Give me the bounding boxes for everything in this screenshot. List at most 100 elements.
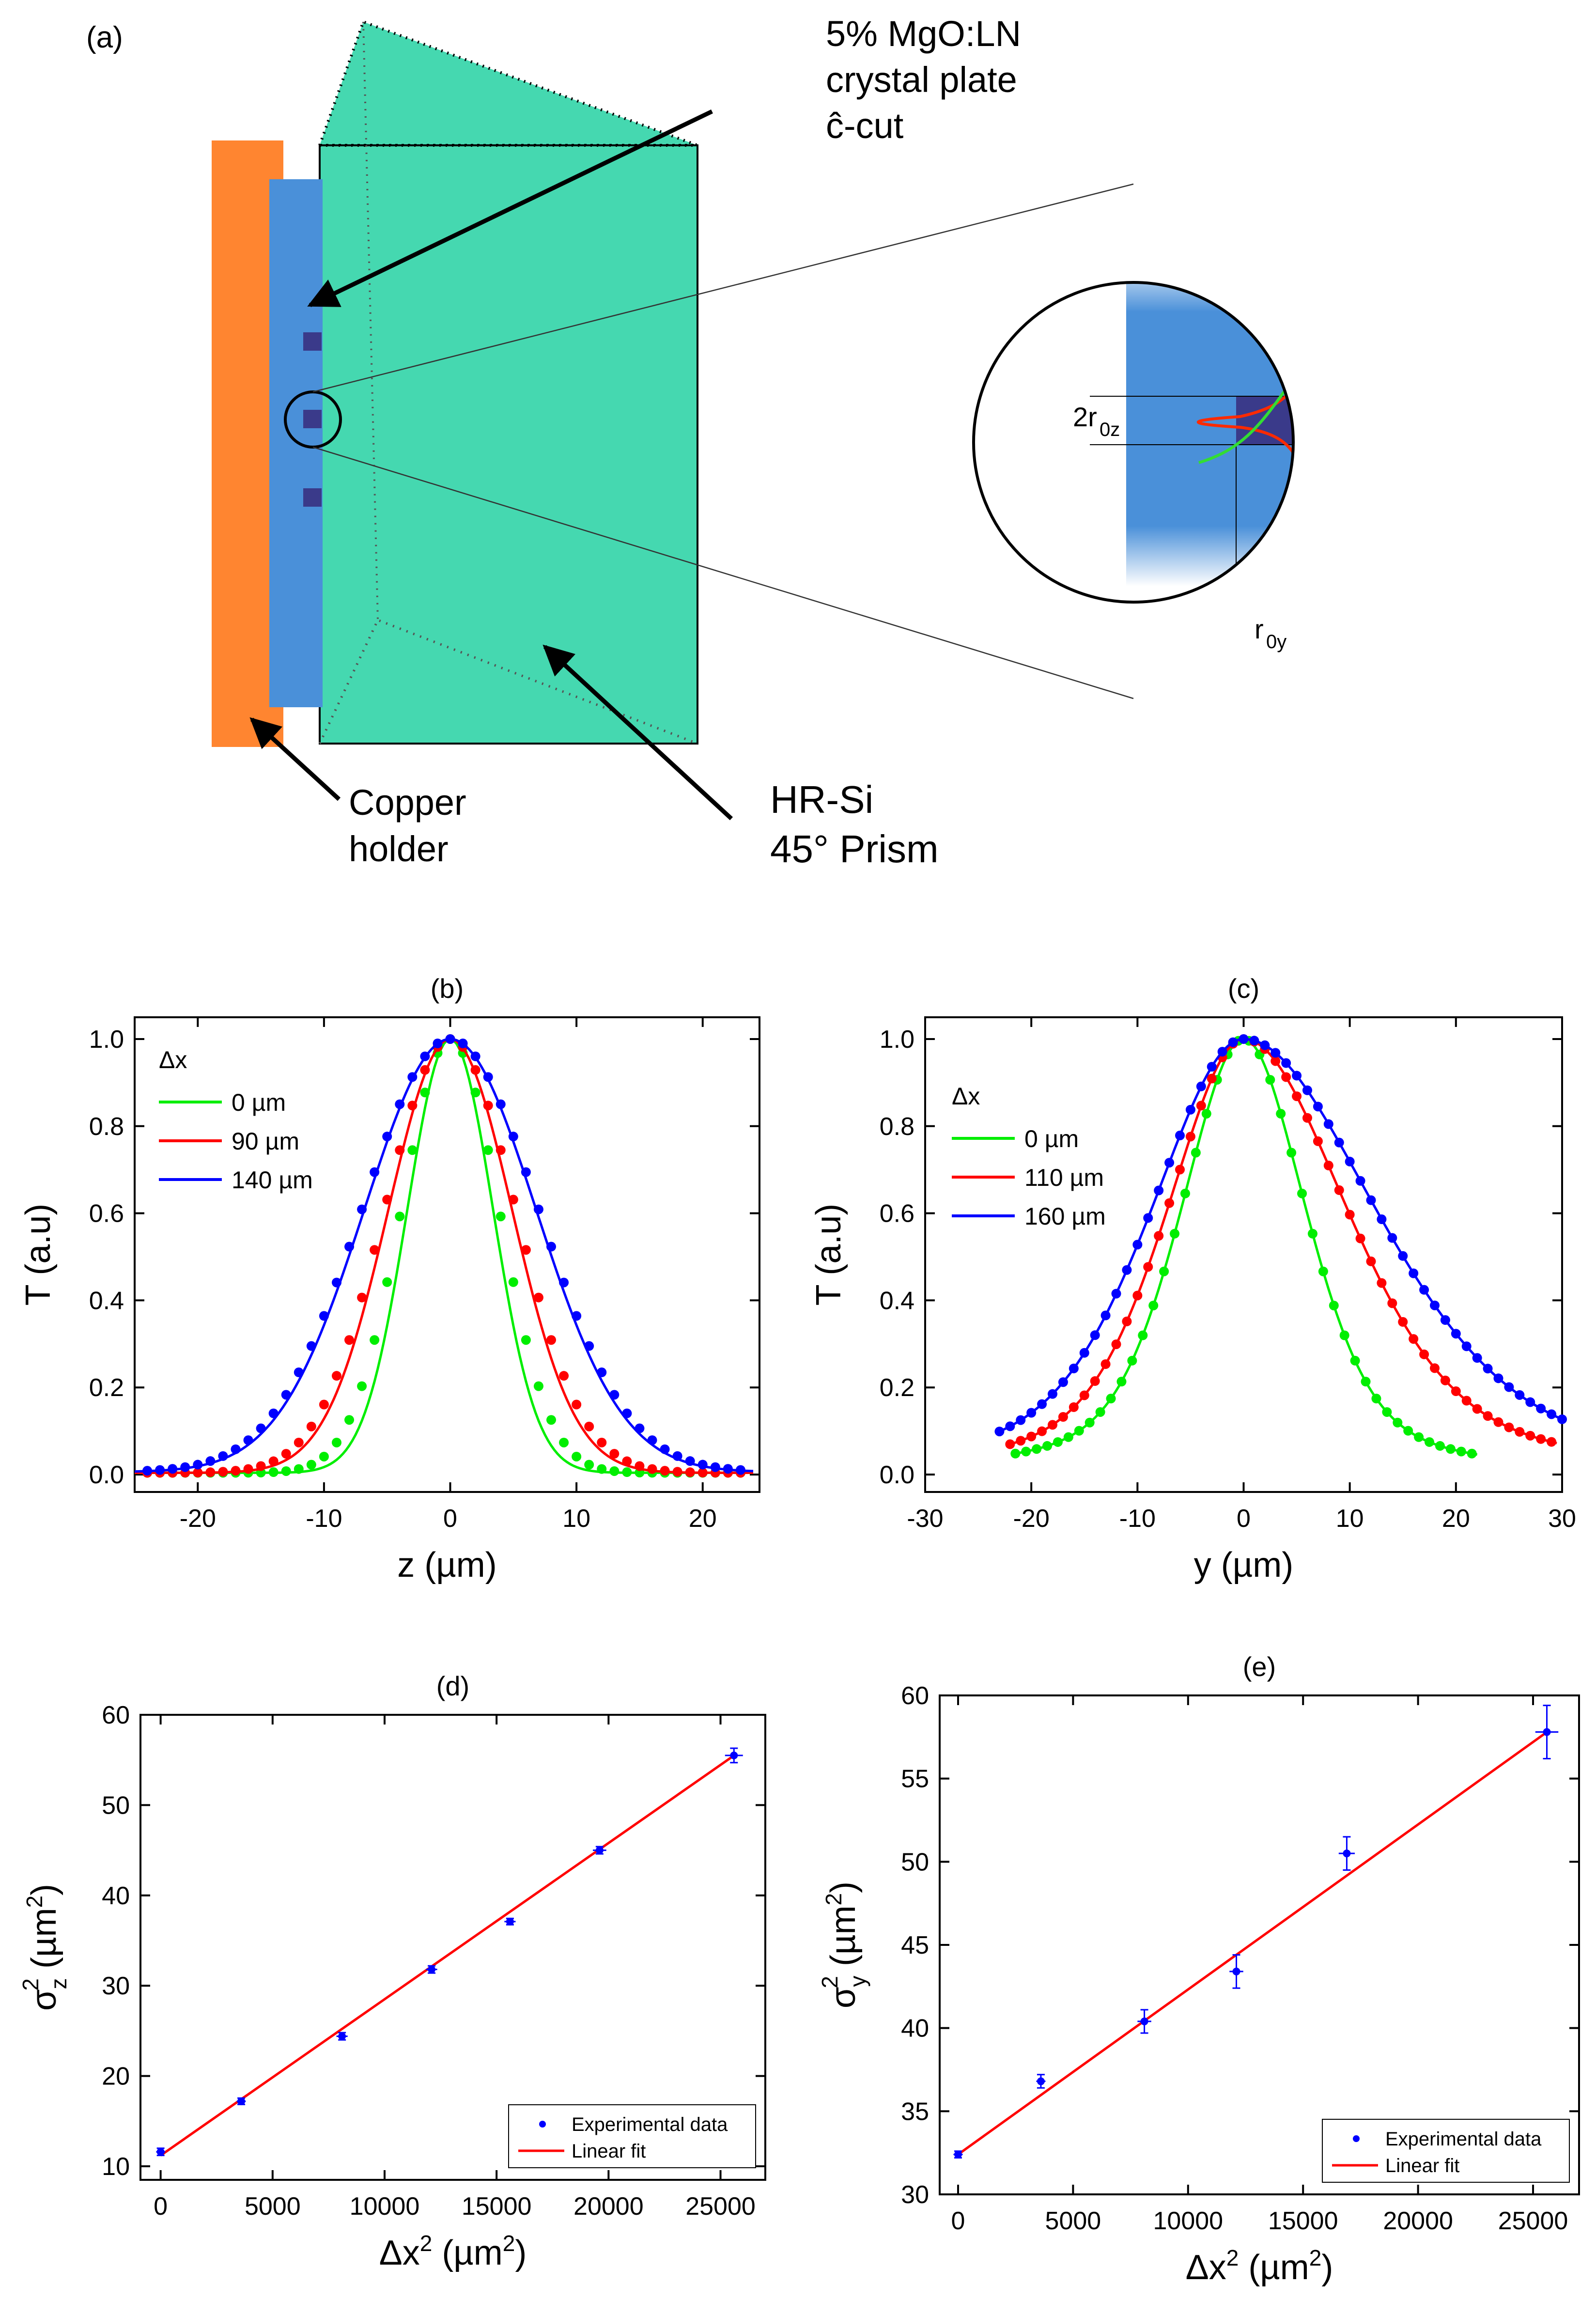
series-2-point-39 (635, 1423, 645, 1433)
holder-label-line1: Copper (349, 782, 466, 823)
panel-a-label: (a) (86, 21, 123, 54)
series-2-point-1 (155, 1465, 165, 1475)
y-tick-label-1: 0.2 (89, 1374, 124, 1402)
series-2-point-17 (357, 1204, 367, 1214)
series-0-point-32 (546, 1415, 556, 1425)
series-1-point-28 (496, 1145, 506, 1155)
series-2-point-43 (1451, 1329, 1461, 1339)
crystal-label-line2: crystal plate (826, 60, 1017, 100)
legend-label-1: 90 µm (232, 1128, 299, 1155)
series-0-point-15 (1170, 1228, 1180, 1239)
y-tick-label-6: 60 (901, 1682, 929, 1710)
series-2-point-38 (1398, 1251, 1408, 1261)
x-tick-label-3: 15000 (462, 2192, 532, 2221)
series-2-point-4 (193, 1460, 203, 1470)
series-1-point-15 (331, 1371, 341, 1381)
series-2-point-53 (1557, 1414, 1567, 1424)
series-2-point-33 (559, 1277, 569, 1288)
series-0-point-37 (1403, 1426, 1413, 1436)
series-1-point-13 (1143, 1262, 1153, 1272)
series-2-point-40 (647, 1435, 657, 1445)
series-2-point-11 (1111, 1289, 1121, 1299)
series-2-point-31 (533, 1204, 543, 1214)
inset-z-sub: 0z (1100, 419, 1120, 440)
waveguide-3 (303, 488, 322, 507)
series-0-point-14 (319, 1451, 329, 1461)
x-tick-label-3: 15000 (1268, 2207, 1338, 2235)
y-tick-label-0: 10 (102, 2153, 130, 2181)
series-1-point-21 (407, 1101, 418, 1111)
series-2-point-0 (142, 1466, 153, 1476)
series-2-point-48 (1504, 1382, 1514, 1392)
series-2-point-31 (1323, 1119, 1333, 1129)
series-1-point-30 (1323, 1161, 1333, 1171)
series-2-point-38 (622, 1408, 632, 1418)
series-2-point-50 (1525, 1397, 1535, 1407)
inset-y-sub: 0y (1266, 631, 1286, 652)
prism-body (319, 144, 698, 745)
series-0-point-16 (1180, 1188, 1190, 1198)
series-1-point-25 (1271, 1056, 1281, 1066)
series-1-point-34 (572, 1399, 582, 1410)
series-2-point-34 (572, 1311, 582, 1321)
x-tick-label-5: 20 (1442, 1505, 1470, 1533)
series-1-point-14 (319, 1399, 329, 1410)
x-axis-label-part-2: (µm (1239, 2248, 1309, 2287)
series-0-point-28 (496, 1212, 506, 1222)
series-2-point-9 (1090, 1330, 1100, 1340)
crystal-label-line3: ĉ-cut (826, 106, 904, 146)
series-0-point-27 (1297, 1188, 1307, 1198)
series-1-point-29 (1313, 1136, 1323, 1146)
series-0-point-31 (1339, 1330, 1349, 1340)
y-tick-label-4: 50 (901, 1848, 929, 1876)
series-1-point-6 (1069, 1402, 1079, 1412)
y-tick-label-1: 35 (901, 2097, 929, 2126)
x-tick-label-2: -10 (1119, 1505, 1156, 1533)
series-2-point-11 (281, 1390, 291, 1400)
series-2-point-21 (1217, 1047, 1227, 1057)
prism-top-face (317, 20, 698, 147)
series-0-point-33 (1361, 1377, 1371, 1387)
series-2-point-29 (1302, 1085, 1312, 1095)
y-tick-label-5: 55 (901, 1765, 929, 1793)
series-1-point-18 (370, 1245, 380, 1255)
series-0-point-29 (1318, 1266, 1328, 1276)
series-2-point-13 (306, 1341, 316, 1351)
series-0-point-21 (407, 1145, 418, 1155)
series-2-point-23 (433, 1039, 443, 1049)
series-1-point-38 (1409, 1334, 1419, 1344)
series-2-point-45 (710, 1462, 720, 1472)
x-axis-label-part-1: 2 (420, 2231, 433, 2256)
series-0-point-3 (1042, 1441, 1053, 1451)
prism-arrow (542, 644, 733, 821)
series-0-point-5 (1063, 1432, 1073, 1442)
data-point-3 (428, 1965, 436, 1973)
y-axis-label: T (a.u) (19, 1204, 58, 1306)
series-2-point-20 (1207, 1062, 1217, 1072)
series-2-point-16 (344, 1242, 355, 1252)
series-2-point-37 (609, 1390, 620, 1400)
series-line-1 (135, 1038, 753, 1474)
y-axis-label-part-1: z (46, 1978, 71, 1989)
series-line-0 (135, 1038, 753, 1474)
series-line-2 (134, 1038, 754, 1473)
series-0-point-0 (1010, 1448, 1021, 1459)
legend-label-data: Experimental data (572, 2114, 728, 2135)
series-2-point-16 (1164, 1158, 1175, 1168)
series-0-point-33 (559, 1437, 569, 1447)
series-2-point-4 (1037, 1399, 1047, 1409)
chart-e: 0 5000 10000 15000 20000 25000 30 35 40 45 50 55 60 (… (817, 1651, 1580, 2287)
series-2-point-24 (1249, 1036, 1259, 1046)
series-0-point-36 (1393, 1417, 1403, 1428)
x-tick-label-4: 10 (1336, 1505, 1364, 1533)
series-2-point-2 (1016, 1415, 1026, 1425)
series-2-point-46 (723, 1464, 733, 1474)
series-0-point-31 (533, 1381, 543, 1391)
legend-label-2: 140 µm (232, 1166, 313, 1194)
legend-label-data: Experimental data (1385, 2128, 1542, 2150)
series-0-point-11 (1127, 1355, 1137, 1366)
series-0-point-29 (508, 1277, 518, 1287)
y-tick-label-5: 60 (102, 1701, 130, 1729)
series-1-point-32 (1345, 1210, 1355, 1220)
series-0-point-24 (1265, 1075, 1275, 1085)
